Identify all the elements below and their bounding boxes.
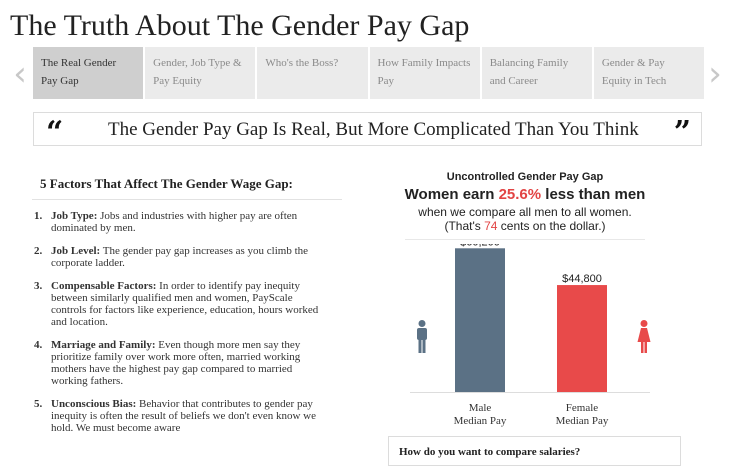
list-number: 3. (34, 280, 43, 292)
tick-line: Male (468, 402, 492, 414)
list-number: 4. (34, 339, 43, 351)
female-person-icon (637, 320, 651, 353)
tab-gender-job-type[interactable]: Gender, Job Type & Pay Equity (145, 47, 258, 99)
factor-text: Jobs and industries with higher pay are … (51, 210, 298, 234)
tab-whos-the-boss[interactable]: Who's the Boss? (257, 47, 370, 99)
factor-text: Behavior that contributes to gender pay … (51, 398, 316, 434)
compare-question: How do you want to compare salaries? (399, 446, 581, 458)
close-quote-icon: ” (673, 115, 691, 150)
x-tick-label-female: Female Median Pay (542, 402, 622, 428)
bar-value-label: $60,200 (460, 244, 500, 248)
divider (32, 199, 342, 200)
chart-title: Uncontrolled Gender Pay Gap (446, 171, 604, 183)
headline-text: Women earn (404, 186, 499, 203)
divider (405, 239, 645, 240)
quote-banner: “ The Gender Pay Gap Is Real, But More C… (33, 112, 702, 150)
cents-value: 74 (484, 219, 498, 233)
x-tick-label-male: Male Median Pay (440, 402, 520, 428)
factor-text: The gender pay gap increases as you clim… (51, 245, 309, 269)
headline-text: less than men (541, 186, 646, 203)
list-number: 2. (34, 245, 43, 257)
chart-subtitle-cents: (That's 74 cents on the dollar.) (380, 219, 670, 233)
cents-text: cents on the dollar.) (497, 219, 606, 233)
list-item: 2. Job Level: The gender pay gap increase… (34, 245, 324, 269)
pay-gap-chart: $60,200 $44,800 (410, 244, 650, 393)
factors-list: 1. Job Type: Jobs and industries with hig… (34, 210, 324, 445)
factors-heading: 5 Factors That Affect The Gender Wage Ga… (40, 176, 293, 191)
list-number: 5. (34, 398, 43, 410)
open-quote-icon: “ (46, 115, 64, 150)
compare-salaries-panel[interactable]: How do you want to compare salaries? (388, 436, 681, 466)
chevron-left-icon[interactable]: ‹ (13, 54, 27, 94)
gap-percent: 25.6% (498, 186, 542, 203)
tab-family-impacts-pay[interactable]: How Family Impacts Pay (369, 47, 482, 99)
factor-term: Job Level: (51, 245, 101, 257)
tick-line: Median Pay (453, 415, 507, 427)
bar-value-label: $44,800 (562, 273, 602, 285)
list-item: 3. Compensable Factors: In order to ident… (34, 280, 324, 328)
page-title: The Truth About The Gender Pay Gap (10, 9, 470, 42)
quote-text: The Gender Pay Gap Is Real, But More Com… (108, 119, 639, 140)
section-tabs: The Real Gender Pay Gap Gender, Job Type… (33, 47, 705, 99)
list-item: 1. Job Type: Jobs and industries with hig… (34, 210, 324, 234)
tab-balancing-family-career[interactable]: Balancing Family and Career (481, 47, 594, 99)
chart-subtitle: when we compare all men to all women. (418, 205, 632, 219)
factor-text: Even though more men say they prioritize… (51, 339, 301, 387)
cents-text: (That's (444, 219, 485, 233)
tab-real-gender-pay-gap[interactable]: The Real Gender Pay Gap (33, 47, 146, 99)
bar-male (455, 248, 505, 392)
factor-text: In order to identify pay inequity betwee… (51, 280, 319, 328)
bar-female (557, 285, 607, 392)
tick-line: Median Pay (555, 415, 609, 427)
list-item: 5. Unconscious Bias: Behavior that contri… (34, 398, 324, 434)
list-number: 1. (34, 210, 43, 222)
list-item: 4. Marriage and Family: Even though more … (34, 339, 324, 387)
factor-term: Unconscious Bias: (51, 398, 137, 410)
chart-headline: Women earn 25.6% less than men (380, 185, 670, 204)
chevron-right-icon[interactable]: › (708, 54, 722, 94)
male-person-icon (417, 320, 427, 353)
tab-gender-pay-tech[interactable]: Gender & Pay Equity in Tech (593, 47, 705, 99)
tick-line: Female (565, 402, 599, 414)
factor-term: Compensable Factors: (51, 280, 157, 292)
factor-term: Marriage and Family: (51, 339, 156, 351)
factor-term: Job Type: (51, 210, 98, 222)
